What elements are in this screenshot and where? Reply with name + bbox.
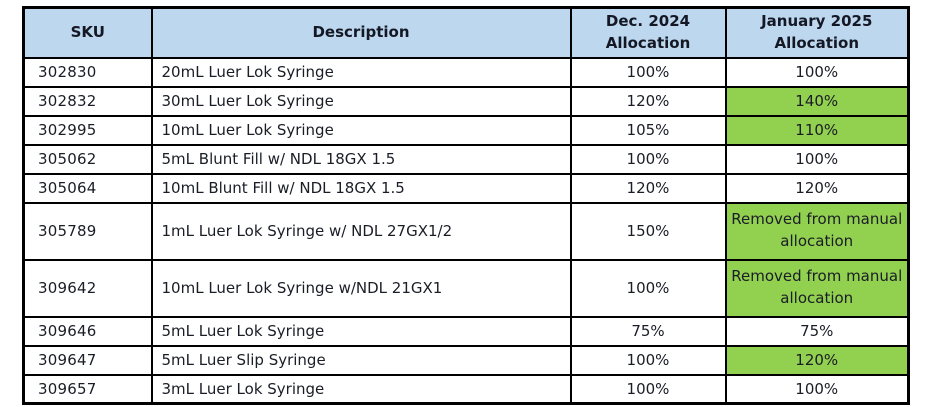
sku-cell: 302830 — [22, 56, 153, 88]
description-cell: 10mL Luer Lok Syringe — [150, 114, 572, 146]
table-row: 302830 20mL Luer Lok Syringe 100% 100% — [22, 56, 910, 88]
sku-cell: 305789 — [22, 201, 153, 261]
header-jan-line2: Allocation — [774, 33, 859, 52]
description-cell: 10mL Blunt Fill w/ NDL 18GX 1.5 — [150, 172, 572, 204]
dec-allocation-cell: 100% — [569, 373, 727, 405]
sku-cell: 309647 — [22, 344, 153, 376]
description-cell: 10mL Luer Lok Syringe w/NDL 21GX1 — [150, 258, 572, 318]
sku-cell: 305064 — [22, 172, 153, 204]
jan-allocation-cell: Removed from manual allocation — [724, 201, 910, 261]
dec-allocation-cell: 120% — [569, 85, 727, 117]
table-body: 302830 20mL Luer Lok Syringe 100% 100% 30283… — [22, 56, 910, 405]
header-dec-line1: Dec. 2024 — [605, 12, 691, 30]
sku-cell: 302995 — [22, 114, 153, 146]
table-row: 309642 10mL Luer Lok Syringe w/NDL 21GX1 1… — [22, 258, 910, 318]
description-cell: 5mL Luer Lok Syringe — [150, 315, 572, 347]
jan-allocation-cell: 110% — [724, 114, 910, 146]
table-row: 309657 3mL Luer Lok Syringe 100% 100% — [22, 373, 910, 405]
allocation-table: SKU Description Dec. 2024 Allocation Jan… — [22, 6, 910, 405]
dec-allocation-cell: 100% — [569, 344, 727, 376]
header-dec-2024-allocation: Dec. 2024 Allocation — [569, 6, 727, 59]
table-row: 309646 5mL Luer Lok Syringe 75% 75% — [22, 315, 910, 347]
jan-allocation-cell: 140% — [724, 85, 910, 117]
table-row: 305062 5mL Blunt Fill w/ NDL 18GX 1.5 100%… — [22, 143, 910, 175]
jan-allocation-cell: 100% — [724, 143, 910, 175]
jan-allocation-cell: 100% — [724, 56, 910, 88]
jan-allocation-cell: Removed from manual allocation — [724, 258, 910, 318]
dec-allocation-cell: 120% — [569, 172, 727, 204]
header-row: SKU Description Dec. 2024 Allocation Jan… — [22, 6, 910, 59]
sku-cell: 309646 — [22, 315, 153, 347]
jan-allocation-cell: 120% — [724, 344, 910, 376]
description-cell: 20mL Luer Lok Syringe — [150, 56, 572, 88]
allocation-table-container: SKU Description Dec. 2024 Allocation Jan… — [22, 6, 910, 405]
dec-allocation-cell: 75% — [569, 315, 727, 347]
description-cell: 5mL Luer Slip Syringe — [150, 344, 572, 376]
jan-allocation-cell: 100% — [724, 373, 910, 405]
description-cell: 3mL Luer Lok Syringe — [150, 373, 572, 405]
header-description: Description — [150, 6, 572, 59]
dec-allocation-cell: 105% — [569, 114, 727, 146]
table-header: SKU Description Dec. 2024 Allocation Jan… — [22, 6, 910, 59]
description-cell: 5mL Blunt Fill w/ NDL 18GX 1.5 — [150, 143, 572, 175]
dec-allocation-cell: 150% — [569, 201, 727, 261]
table-row: 302995 10mL Luer Lok Syringe 105% 110% — [22, 114, 910, 146]
sku-cell: 305062 — [22, 143, 153, 175]
header-dec-line2: Allocation — [605, 33, 691, 52]
sku-cell: 309657 — [22, 373, 153, 405]
jan-allocation-cell: 75% — [724, 315, 910, 347]
jan-allocation-cell: 120% — [724, 172, 910, 204]
sku-cell: 302832 — [22, 85, 153, 117]
dec-allocation-cell: 100% — [569, 56, 727, 88]
dec-allocation-cell: 100% — [569, 143, 727, 175]
table-row: 305064 10mL Blunt Fill w/ NDL 18GX 1.5 120… — [22, 172, 910, 204]
header-january-2025-allocation: January 2025 Allocation — [724, 6, 910, 59]
table-row: 309647 5mL Luer Slip Syringe 100% 120% — [22, 344, 910, 376]
header-sku: SKU — [22, 6, 153, 59]
sku-cell: 309642 — [22, 258, 153, 318]
header-jan-line1: January 2025 — [761, 12, 873, 30]
description-cell: 1mL Luer Lok Syringe w/ NDL 27GX1/2 — [150, 201, 572, 261]
table-row: 302832 30mL Luer Lok Syringe 120% 140% — [22, 85, 910, 117]
dec-allocation-cell: 100% — [569, 258, 727, 318]
description-cell: 30mL Luer Lok Syringe — [150, 85, 572, 117]
table-row: 305789 1mL Luer Lok Syringe w/ NDL 27GX1/… — [22, 201, 910, 261]
